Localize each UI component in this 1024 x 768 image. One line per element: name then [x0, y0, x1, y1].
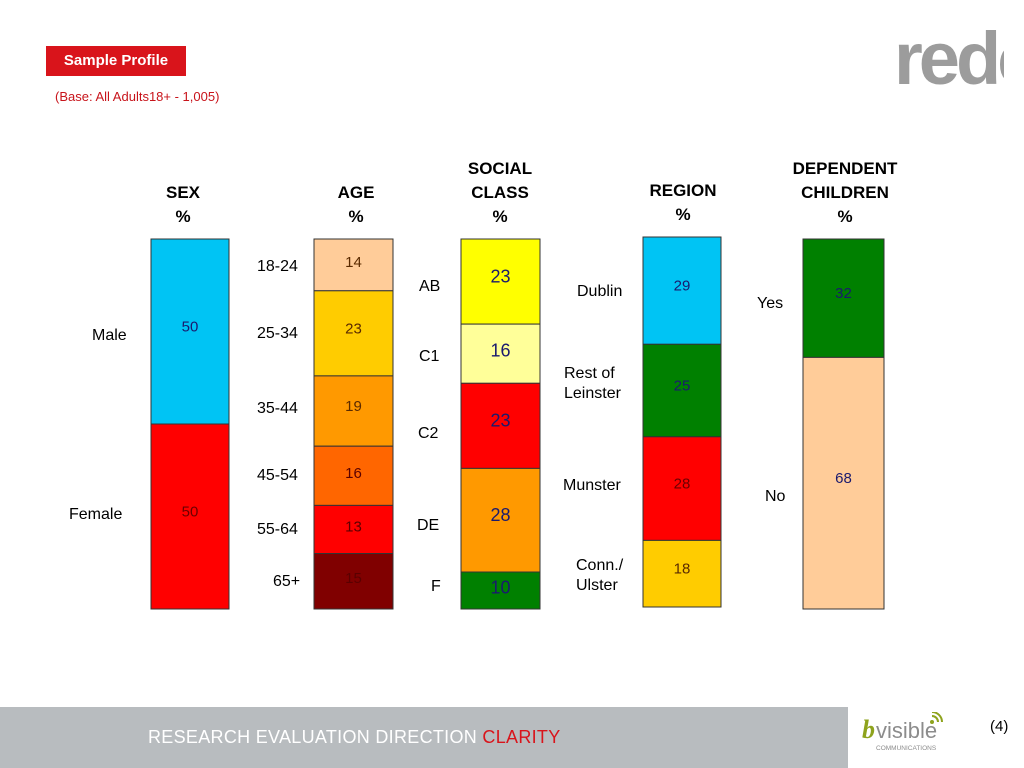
svg-text:b: b [862, 715, 875, 744]
sex-value-label: 50 [182, 503, 199, 520]
age-bar-segment [313, 445, 394, 506]
age-bar-segment [313, 238, 394, 292]
class-bar-segment [460, 467, 541, 573]
age-label-18-24: 18-24 [257, 258, 298, 275]
sex-bar-segment [150, 238, 230, 425]
footer-band [0, 707, 848, 768]
region-bar-segment [642, 343, 722, 438]
children-value-label: 32 [835, 285, 852, 302]
sex-label-male: Male [92, 327, 127, 344]
age-label-25-34: 25-34 [257, 325, 298, 342]
age-column-title: AGE % [337, 183, 375, 226]
region-value-label: 18 [674, 561, 691, 578]
sex-value-label: 50 [182, 318, 199, 335]
page-title: Sample Profile [46, 46, 186, 76]
class-bar-segment [460, 382, 541, 469]
class-value-label: 28 [490, 505, 510, 525]
region-bar-segment [642, 236, 722, 345]
age-label-65-plus: 65+ [273, 573, 301, 590]
region-label-munster: Munster [563, 477, 621, 494]
footer-tagline: RESEARCH EVALUATION DIRECTION CLARITY [148, 727, 561, 748]
age-label-45-54: 45-54 [257, 467, 298, 484]
region-column-title: REGION % [649, 181, 717, 224]
region-value-label: 25 [674, 378, 691, 395]
age-value-label: 13 [345, 518, 362, 535]
age-value-label: 19 [345, 398, 362, 415]
class-label-c2: C2 [418, 425, 439, 442]
svg-text:redc: redc [894, 17, 1004, 92]
class-label-f: F [431, 578, 441, 595]
svg-text:visible: visible [876, 718, 937, 743]
base-note: (Base: All Adults18+ - 1,005) [55, 89, 220, 104]
class-label-c1: C1 [419, 348, 440, 365]
age-label-35-44: 35-44 [257, 400, 298, 417]
class-value-label: 16 [490, 340, 510, 360]
age-value-label: 23 [345, 320, 362, 337]
class-value-label: 23 [490, 266, 510, 286]
children-value-label: 68 [835, 470, 852, 487]
stacked-bar-chart: 50 50 14 23 19 16 13 15 23 16 23 28 10 29 25 28 18 32 68 [150, 236, 885, 610]
region-bar-segment [642, 539, 722, 608]
age-value-label: 16 [345, 465, 362, 482]
region-value-label: 29 [674, 278, 691, 295]
children-label-no: No [765, 488, 786, 505]
class-value-label: 23 [490, 411, 510, 431]
class-bar-segment [460, 323, 541, 384]
sex-column-title: SEX % [165, 183, 201, 226]
region-label-dublin: Dublin [577, 283, 623, 300]
tagline-text: RESEARCH EVALUATION DIRECTION [148, 727, 478, 747]
region-label-conn-ulster: Conn./ Ulster [576, 557, 624, 594]
age-label-55-64: 55-64 [257, 521, 298, 538]
age-value-label: 15 [345, 570, 362, 587]
region-value-label: 28 [674, 476, 691, 493]
children-bar-segment [802, 238, 885, 358]
class-bar-segment [460, 238, 541, 325]
redc-logo: redc [894, 17, 1004, 92]
age-bar-segment [313, 553, 394, 610]
age-value-label: 14 [345, 254, 362, 271]
class-label-ab: AB [419, 278, 441, 295]
age-bar-segment [313, 290, 394, 377]
social-class-column-title: SOCIAL CLASS % [467, 159, 533, 226]
region-label-rest-of-leinster: Rest of Leinster [564, 365, 621, 402]
class-bar-segment [460, 571, 541, 610]
bvisible-logo: b visible COMMUNICATIONS [862, 712, 943, 752]
dependent-children-column-title: DEPENDENT CHILDREN % [792, 159, 898, 226]
class-label-de: DE [417, 517, 440, 534]
class-value-label: 10 [490, 577, 510, 597]
tagline-accent: CLARITY [482, 727, 561, 747]
page-number: (4) [990, 718, 1009, 735]
svg-text:COMMUNICATIONS: COMMUNICATIONS [876, 745, 937, 752]
children-bar-segment [802, 356, 885, 610]
children-label-yes: Yes [757, 295, 784, 312]
age-bar-segment [313, 375, 394, 447]
sex-label-female: Female [69, 506, 123, 523]
sex-bar-segment [150, 423, 230, 610]
